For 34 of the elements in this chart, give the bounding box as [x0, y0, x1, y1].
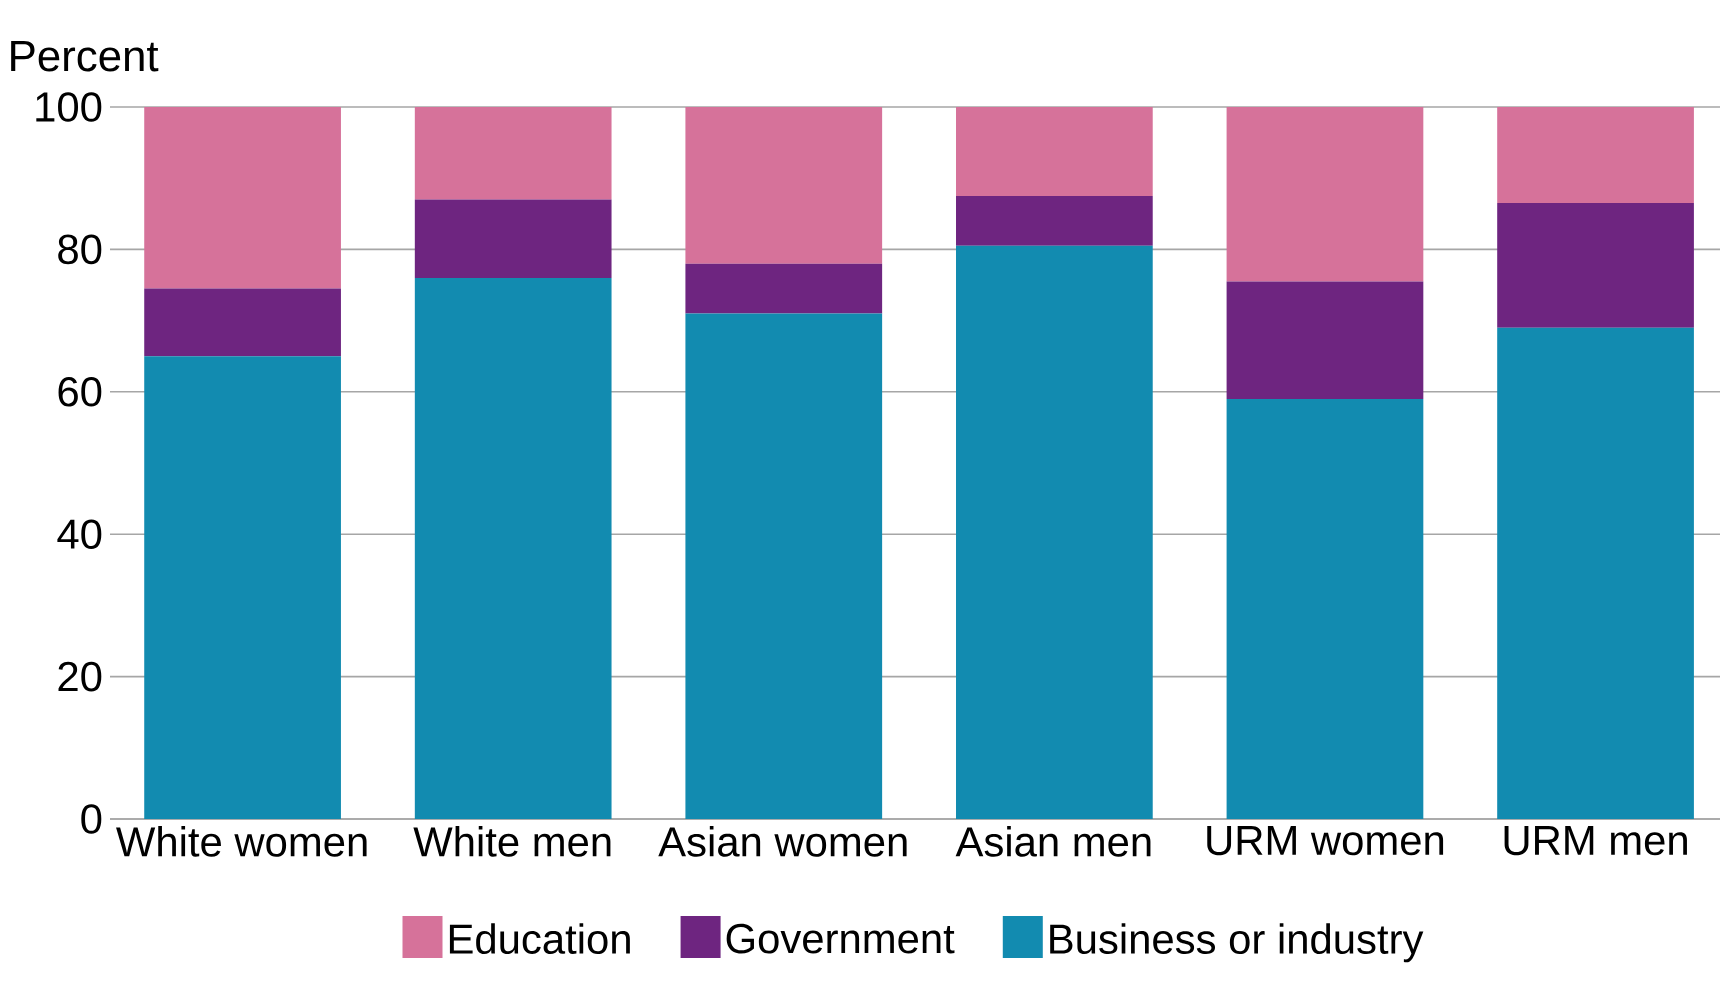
y-tick-label: 0	[81, 804, 102, 834]
bar	[414, 106, 612, 200]
bar	[414, 277, 612, 819]
bar	[1497, 203, 1694, 328]
bar	[1226, 106, 1424, 282]
y-tick-label: 80	[58, 234, 102, 265]
bar	[1226, 398, 1424, 819]
bar	[956, 195, 1153, 246]
x-tick-label: Asian women	[658, 826, 907, 857]
bar	[956, 106, 1153, 196]
bar	[414, 199, 612, 278]
x-tick-label: Asian men	[955, 826, 1151, 857]
bar	[144, 356, 341, 819]
x-tick-label: White women	[116, 826, 367, 857]
bar	[144, 288, 341, 357]
x-tick-label: White men	[413, 826, 611, 857]
x-tick-label: URM men	[1504, 826, 1687, 856]
y-tick-label: 40	[57, 519, 102, 550]
bar	[685, 263, 883, 314]
y-tick-label: 60	[58, 376, 102, 407]
y-tick-label: 100	[36, 92, 102, 122]
y-axis-title: Percent	[11, 40, 159, 72]
bar	[685, 313, 883, 819]
bar	[1497, 106, 1694, 204]
bar	[956, 245, 1153, 819]
legend-label: Business or industry	[1050, 923, 1424, 963]
bar	[144, 106, 341, 289]
y-tick-label: 20	[58, 661, 102, 692]
x-tick-label: URM women	[1207, 826, 1444, 856]
bar	[685, 106, 883, 264]
legend-label: Education	[449, 923, 630, 955]
legend-label: Government	[726, 923, 955, 954]
bar	[1497, 327, 1694, 819]
bar	[1226, 281, 1424, 399]
